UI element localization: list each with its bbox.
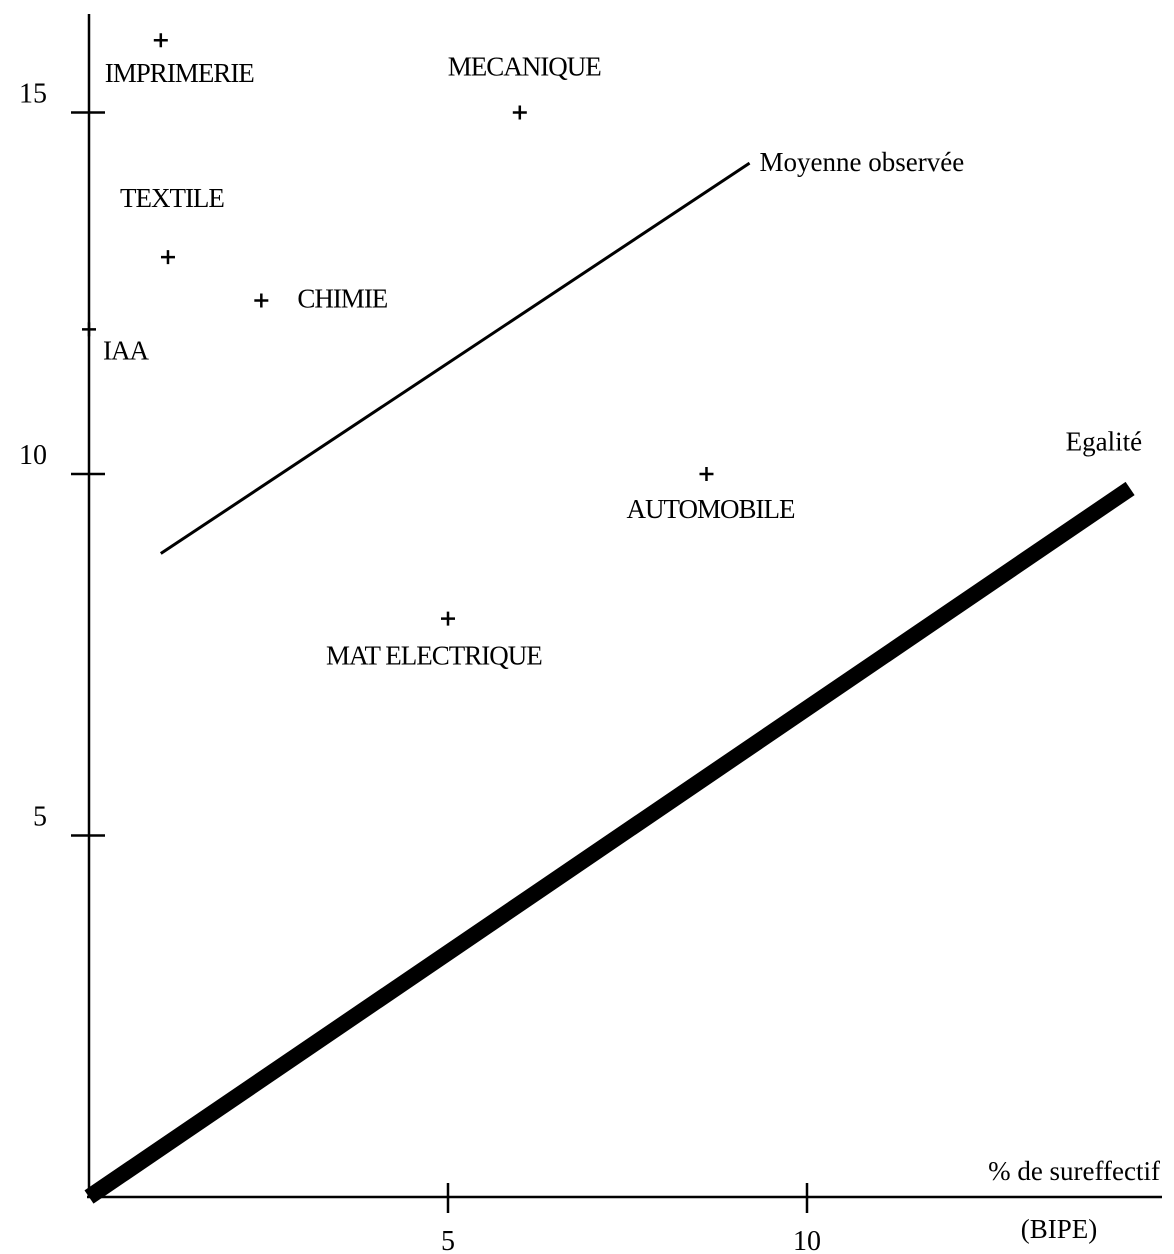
line-label-egalite: Egalité	[1066, 426, 1142, 456]
y-tick-label-10: 10	[19, 440, 47, 471]
point-label-textile: TEXTILE	[120, 183, 224, 213]
point-label-imprimerie: IMPRIMERIE	[105, 58, 255, 88]
reference-lines: Moyenne observée Egalité	[84, 147, 1142, 1204]
point-iaa: IAA	[82, 322, 150, 365]
point-imprimerie: IMPRIMERIE	[105, 33, 255, 88]
data-points: IMPRIMERIE MECANIQUE TEXTILE CHIMIE IAA AUTOM…	[82, 33, 796, 671]
point-marker-chimie	[254, 293, 269, 308]
point-textile: TEXTILE	[120, 183, 225, 265]
point-label-automobile: AUTOMOBILE	[626, 494, 794, 524]
point-marker-iaa	[82, 322, 96, 337]
y-tick-label-15: 15	[19, 79, 47, 110]
x-tick-label-5: 5	[441, 1226, 455, 1254]
line-label-moyenne-observee: Moyenne observée	[760, 147, 965, 177]
axes	[87, 14, 1162, 1199]
ticks: 5 10 5 10 15	[19, 79, 821, 1254]
point-label-mat-electrique: MAT ELECTRIQUE	[326, 641, 542, 671]
point-automobile: AUTOMOBILE	[626, 467, 796, 524]
labels: % de sureffectif (BIPE)	[988, 1156, 1160, 1244]
point-mecanique: MECANIQUE	[448, 52, 602, 120]
y-tick-label-5: 5	[33, 802, 47, 833]
point-marker-imprimerie	[153, 33, 168, 48]
point-marker-mat-electrique	[441, 611, 455, 626]
point-label-chimie: CHIMIE	[297, 283, 387, 313]
point-marker-textile	[160, 250, 175, 265]
x-tick-label-10: 10	[793, 1226, 821, 1254]
point-chimie: CHIMIE	[254, 283, 389, 313]
source-label: (BIPE)	[1021, 1214, 1098, 1244]
line-moyenne-observee	[159, 161, 751, 555]
x-axis-label: % de sureffectif	[988, 1156, 1160, 1186]
line-egalite	[84, 481, 1135, 1204]
point-label-mecanique: MECANIQUE	[448, 52, 601, 82]
point-marker-automobile	[699, 467, 714, 481]
point-label-iaa: IAA	[103, 335, 149, 365]
point-marker-mecanique	[512, 105, 527, 120]
point-mat-electrique: MAT ELECTRIQUE	[326, 611, 543, 671]
